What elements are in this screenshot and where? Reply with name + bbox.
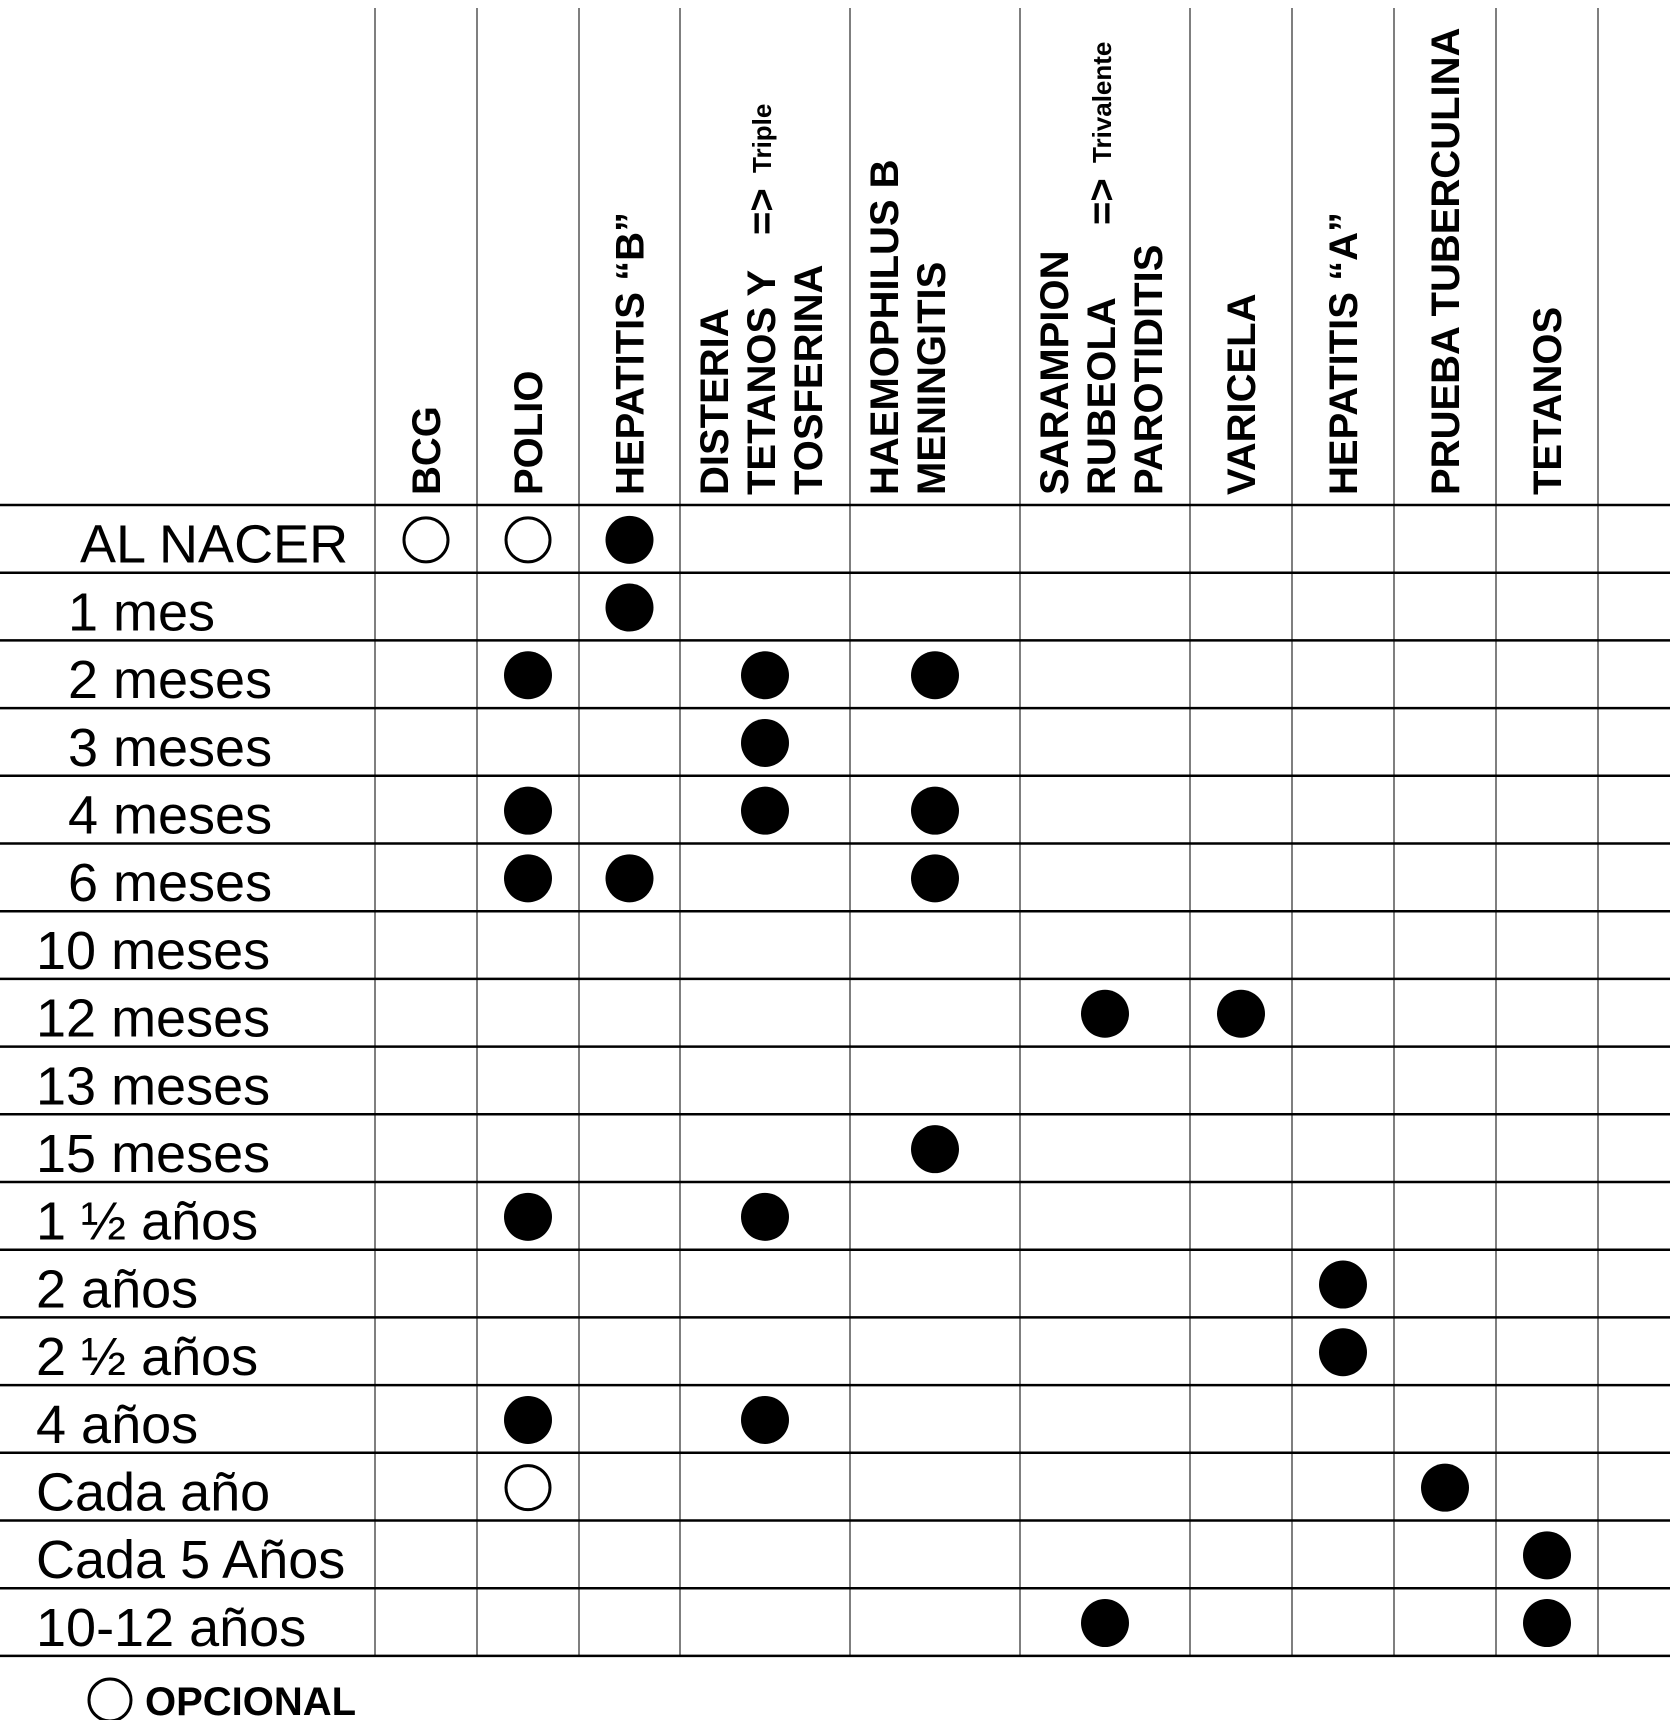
dose-marks bbox=[402, 515, 1571, 1648]
column-header-line: DISTERIA bbox=[693, 308, 737, 495]
dose-mark bbox=[1217, 989, 1265, 1038]
dose-mark bbox=[1081, 1599, 1129, 1648]
column-header-arrow: => bbox=[740, 188, 784, 235]
optional-dose-mark bbox=[504, 1464, 552, 1512]
column-header-note: Triple bbox=[747, 104, 777, 173]
dose-mark bbox=[911, 651, 959, 700]
dose-mark bbox=[605, 515, 654, 564]
column-header-line: PAROTIDITIS bbox=[1127, 245, 1171, 495]
column-header-line: RUBEOLA bbox=[1080, 297, 1124, 495]
legend-label: OPCIONAL bbox=[145, 1680, 356, 1720]
dose-mark bbox=[1319, 1260, 1367, 1309]
column-header-line: TOSFERINA bbox=[787, 265, 831, 495]
row-label: 2 ½ años bbox=[36, 1327, 258, 1387]
dose-mark bbox=[1081, 989, 1129, 1038]
column-header-line: PRUEBA TUBERCULINA bbox=[1424, 28, 1468, 495]
column-header-line: POLIO bbox=[507, 371, 551, 495]
dose-mark bbox=[741, 1192, 789, 1241]
row-labels: AL NACER 1 mes 2 meses 3 meses 4 meses 6 mese… bbox=[36, 515, 348, 1658]
column-header-arrow: => bbox=[1080, 178, 1124, 225]
column-header-line: MENINGITIS bbox=[910, 262, 954, 495]
dose-mark bbox=[504, 786, 552, 835]
dose-mark bbox=[1319, 1328, 1367, 1377]
dose-mark bbox=[504, 1395, 552, 1444]
row-label: Cada 5 Años bbox=[36, 1530, 345, 1590]
column-headers: BCG POLIO HEPATITIS “B” DISTERIA TETANOS Y TO… bbox=[405, 28, 1570, 495]
dose-mark bbox=[605, 583, 654, 632]
column-header-line: BCG bbox=[405, 406, 449, 495]
legend-optional-icon bbox=[87, 1677, 133, 1720]
optional-dose-mark bbox=[504, 516, 552, 564]
dose-mark bbox=[1523, 1531, 1571, 1580]
row-label: 6 meses bbox=[68, 853, 272, 913]
column-header-line: HAEMOPHILUS B bbox=[863, 159, 907, 495]
column-header-line: HEPATITIS “A” bbox=[1322, 212, 1366, 495]
column-header-note: Trivalente bbox=[1087, 42, 1117, 163]
row-label: 3 meses bbox=[68, 718, 272, 778]
row-label: AL NACER bbox=[80, 515, 348, 575]
row-label: Cada año bbox=[36, 1463, 270, 1523]
dose-mark bbox=[741, 1395, 789, 1444]
dose-mark bbox=[504, 854, 552, 903]
column-header-line: TETANOS Y bbox=[740, 269, 784, 495]
row-label: 1 ½ años bbox=[36, 1192, 258, 1252]
dose-mark bbox=[504, 1192, 552, 1241]
row-label: 12 meses bbox=[36, 989, 270, 1049]
dose-mark bbox=[911, 786, 959, 835]
dose-mark bbox=[741, 651, 789, 700]
dose-mark bbox=[504, 651, 552, 700]
dose-mark bbox=[911, 854, 959, 903]
row-label: 2 meses bbox=[68, 650, 272, 710]
dose-mark bbox=[605, 854, 654, 903]
table-grid bbox=[0, 8, 1670, 1658]
column-header-line: VARICELA bbox=[1220, 294, 1264, 495]
dose-mark bbox=[741, 718, 789, 767]
column-header-line: TETANOS bbox=[1526, 307, 1570, 495]
dose-mark bbox=[741, 786, 789, 835]
row-label: 15 meses bbox=[36, 1124, 270, 1184]
row-label: 4 años bbox=[36, 1395, 198, 1455]
dose-mark bbox=[1421, 1463, 1469, 1512]
dose-mark bbox=[1523, 1599, 1571, 1648]
dose-mark bbox=[911, 1125, 959, 1174]
optional-dose-mark bbox=[402, 516, 450, 564]
row-label: 4 meses bbox=[68, 786, 272, 846]
row-label: 1 mes bbox=[68, 582, 215, 642]
row-label: 10 meses bbox=[36, 921, 270, 981]
row-label: 2 años bbox=[36, 1259, 198, 1319]
row-label: 13 meses bbox=[36, 1056, 270, 1116]
row-label: 10-12 años bbox=[36, 1598, 306, 1658]
column-header-line: HEPATITIS “B” bbox=[609, 212, 653, 495]
legend: OPCIONAL bbox=[87, 1677, 356, 1720]
column-header-line: SARAMPION bbox=[1033, 251, 1077, 495]
